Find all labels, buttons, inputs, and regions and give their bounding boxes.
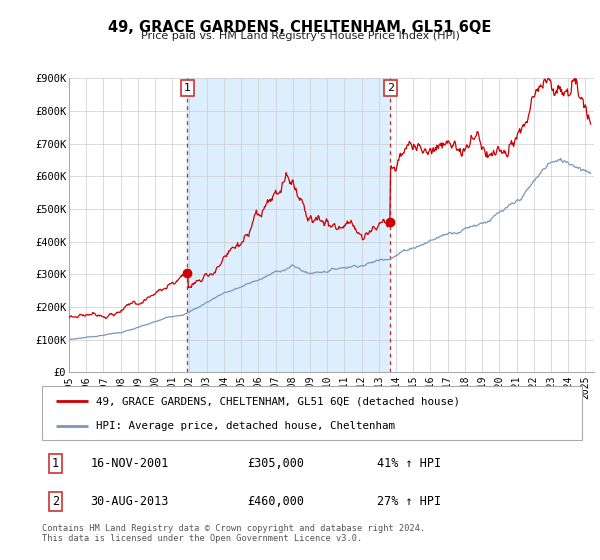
Text: 49, GRACE GARDENS, CHELTENHAM, GL51 6QE: 49, GRACE GARDENS, CHELTENHAM, GL51 6QE bbox=[109, 20, 491, 35]
Text: 1: 1 bbox=[52, 457, 59, 470]
Text: 1: 1 bbox=[184, 83, 191, 93]
Text: 27% ↑ HPI: 27% ↑ HPI bbox=[377, 495, 441, 508]
Text: Price paid vs. HM Land Registry's House Price Index (HPI): Price paid vs. HM Land Registry's House … bbox=[140, 31, 460, 41]
Text: £305,000: £305,000 bbox=[247, 457, 304, 470]
Text: £460,000: £460,000 bbox=[247, 495, 304, 508]
Text: Contains HM Land Registry data © Crown copyright and database right 2024.
This d: Contains HM Land Registry data © Crown c… bbox=[42, 524, 425, 543]
Text: 30-AUG-2013: 30-AUG-2013 bbox=[91, 495, 169, 508]
FancyBboxPatch shape bbox=[42, 386, 582, 440]
Text: HPI: Average price, detached house, Cheltenham: HPI: Average price, detached house, Chel… bbox=[96, 421, 395, 431]
Text: 16-NOV-2001: 16-NOV-2001 bbox=[91, 457, 169, 470]
Bar bbox=[187, 78, 390, 372]
Text: 41% ↑ HPI: 41% ↑ HPI bbox=[377, 457, 441, 470]
Text: 2: 2 bbox=[52, 495, 59, 508]
Text: 49, GRACE GARDENS, CHELTENHAM, GL51 6QE (detached house): 49, GRACE GARDENS, CHELTENHAM, GL51 6QE … bbox=[96, 396, 460, 407]
Text: 2: 2 bbox=[386, 83, 394, 93]
